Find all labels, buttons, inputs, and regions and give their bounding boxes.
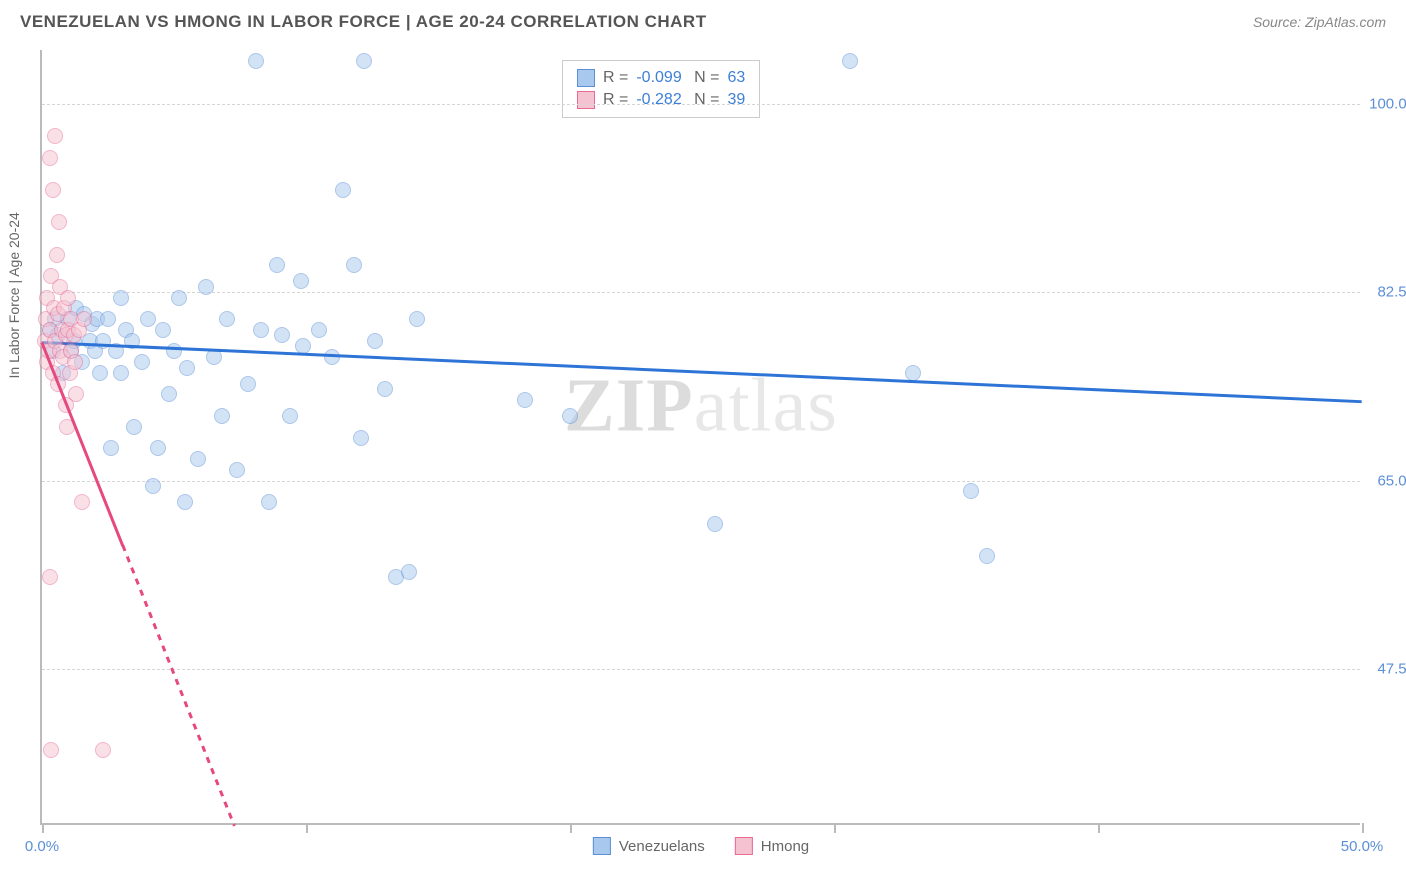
gridline [42, 481, 1360, 482]
data-point [335, 182, 351, 198]
data-point [177, 494, 193, 510]
data-point [134, 354, 150, 370]
data-point [248, 53, 264, 69]
legend-label-venezuelans: Venezuelans [619, 838, 705, 855]
data-point [253, 322, 269, 338]
y-tick-label: 47.5% [1365, 660, 1406, 677]
data-point [367, 333, 383, 349]
series-legend: Venezuelans Hmong [593, 837, 809, 855]
data-point [346, 257, 362, 273]
data-point [51, 214, 67, 230]
data-point [219, 311, 235, 327]
watermark-part1: ZIP [564, 363, 694, 447]
data-point [45, 182, 61, 198]
data-point [282, 408, 298, 424]
swatch-hmong [577, 91, 595, 109]
legend-row-hmong: R = -0.282 N = 39 [577, 89, 745, 111]
data-point [145, 478, 161, 494]
data-point [140, 311, 156, 327]
legend-row-venezuelans: R = -0.099 N = 63 [577, 67, 745, 89]
data-point [150, 440, 166, 456]
data-point [42, 150, 58, 166]
data-point [517, 392, 533, 408]
legend-swatch-venezuelans [593, 837, 611, 855]
data-point [100, 311, 116, 327]
data-point [377, 381, 393, 397]
x-tick [570, 823, 572, 833]
x-tick [42, 823, 44, 833]
data-point [842, 53, 858, 69]
data-point [113, 290, 129, 306]
data-point [161, 386, 177, 402]
data-point [261, 494, 277, 510]
gridline [42, 104, 1360, 105]
data-point [707, 516, 723, 532]
data-point [171, 290, 187, 306]
data-point [356, 53, 372, 69]
n-value-hmong: 39 [728, 91, 746, 109]
data-point [274, 327, 290, 343]
x-tick-label: 50.0% [1341, 838, 1384, 855]
x-tick [306, 823, 308, 833]
n-value-venezuelans: 63 [728, 69, 746, 87]
gridline [42, 669, 1360, 670]
trend-line [42, 341, 1362, 403]
data-point [353, 430, 369, 446]
legend-swatch-hmong [735, 837, 753, 855]
r-value-venezuelans: -0.099 [636, 69, 681, 87]
x-tick-label: 0.0% [25, 838, 59, 855]
data-point [103, 440, 119, 456]
data-point [401, 564, 417, 580]
scatter-chart: In Labor Force | Age 20-24 ZIPatlas R = … [40, 50, 1360, 825]
data-point [190, 451, 206, 467]
chart-title: VENEZUELAN VS HMONG IN LABOR FORCE | AGE… [20, 12, 707, 32]
y-tick-label: 65.0% [1365, 472, 1406, 489]
data-point [113, 365, 129, 381]
data-point [60, 290, 76, 306]
x-tick [834, 823, 836, 833]
data-point [179, 360, 195, 376]
data-point [963, 483, 979, 499]
data-point [311, 322, 327, 338]
data-point [95, 742, 111, 758]
legend-label-hmong: Hmong [761, 838, 809, 855]
correlation-legend: R = -0.099 N = 63 R = -0.282 N = 39 [562, 60, 760, 118]
gridline [42, 292, 1360, 293]
trend-line-dashed [122, 545, 236, 827]
data-point [68, 386, 84, 402]
data-point [49, 247, 65, 263]
legend-item-venezuelans: Venezuelans [593, 837, 705, 855]
data-point [905, 365, 921, 381]
data-point [214, 408, 230, 424]
data-point [293, 273, 309, 289]
r-value-hmong: -0.282 [636, 91, 681, 109]
data-point [92, 365, 108, 381]
data-point [43, 742, 59, 758]
data-point [562, 408, 578, 424]
data-point [76, 311, 92, 327]
x-tick [1098, 823, 1100, 833]
data-point [74, 494, 90, 510]
data-point [47, 128, 63, 144]
x-tick [1362, 823, 1364, 833]
data-point [229, 462, 245, 478]
data-point [67, 354, 83, 370]
chart-source: Source: ZipAtlas.com [1253, 14, 1386, 30]
y-tick-label: 100.0% [1365, 95, 1406, 112]
chart-header: VENEZUELAN VS HMONG IN LABOR FORCE | AGE… [0, 0, 1406, 40]
legend-item-hmong: Hmong [735, 837, 809, 855]
data-point [269, 257, 285, 273]
data-point [42, 569, 58, 585]
data-point [198, 279, 214, 295]
data-point [155, 322, 171, 338]
data-point [979, 548, 995, 564]
swatch-venezuelans [577, 69, 595, 87]
y-tick-label: 82.5% [1365, 284, 1406, 301]
data-point [409, 311, 425, 327]
data-point [240, 376, 256, 392]
data-point [126, 419, 142, 435]
y-axis-title: In Labor Force | Age 20-24 [6, 212, 22, 378]
